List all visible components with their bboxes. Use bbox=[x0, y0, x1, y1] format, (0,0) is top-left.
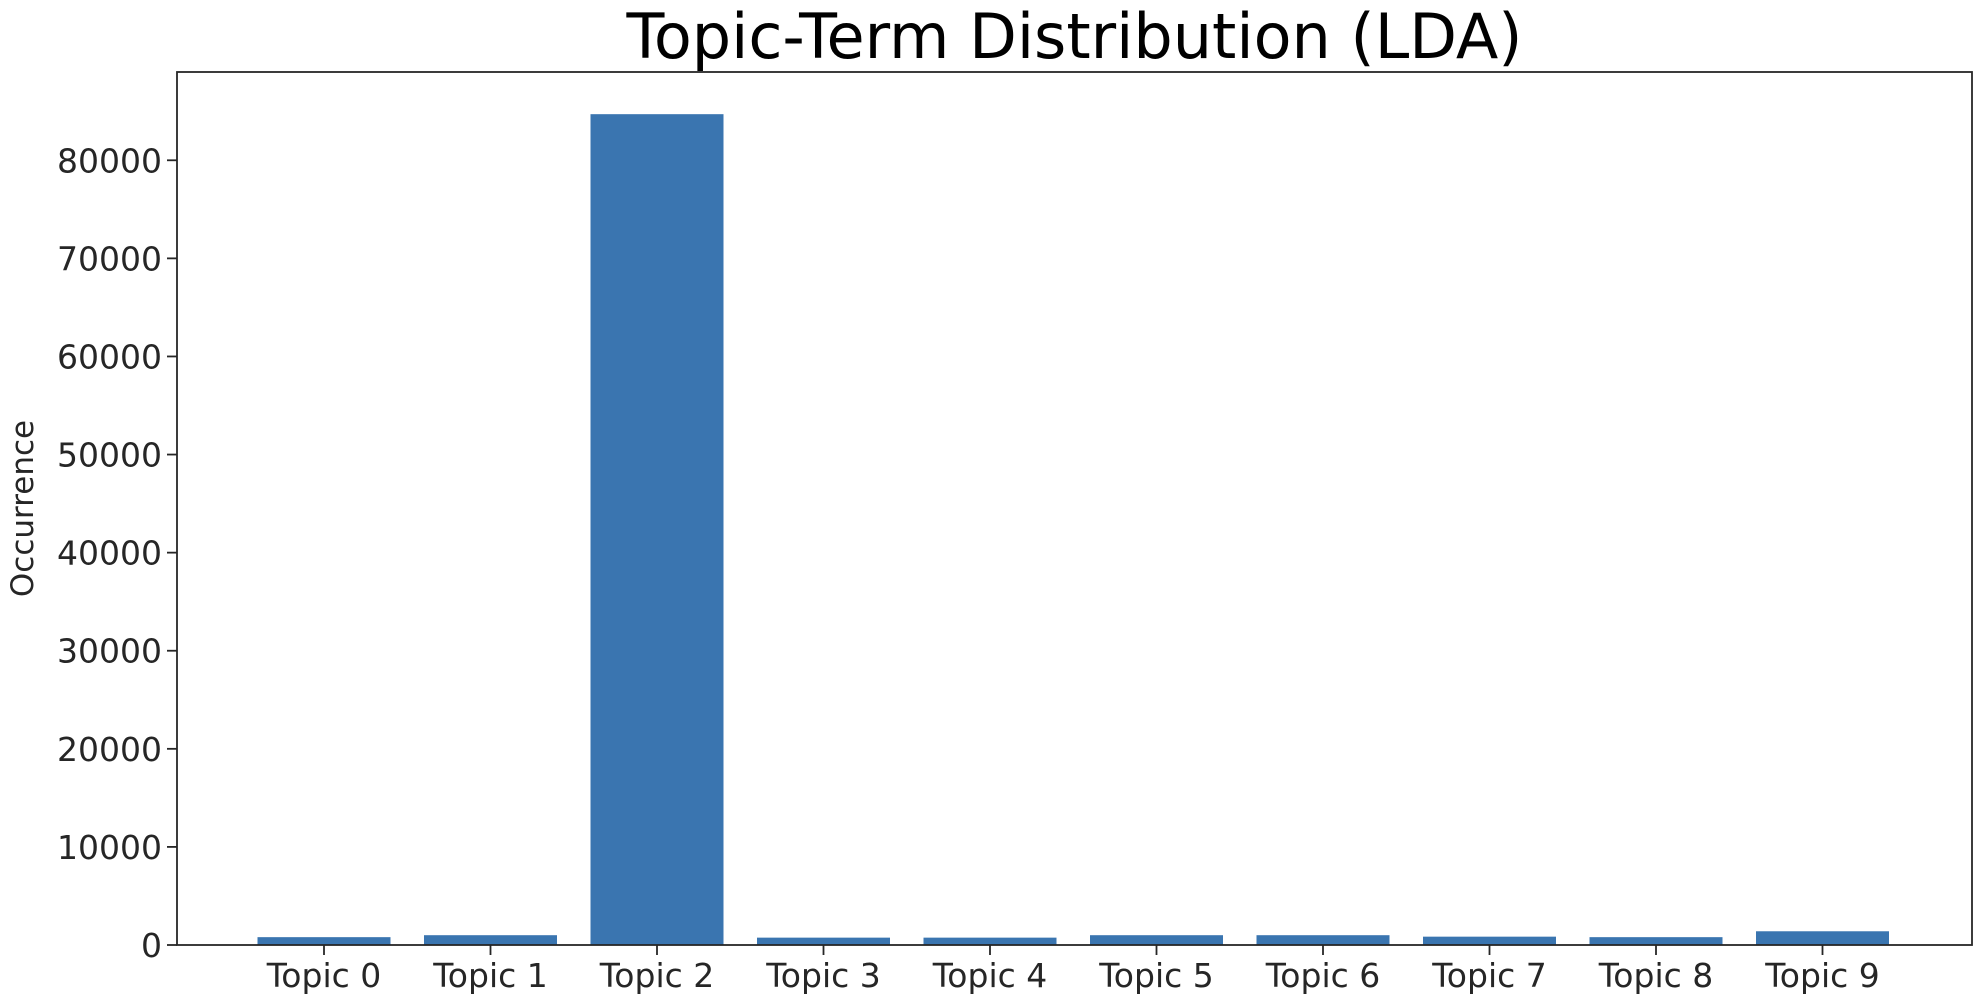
y-tick-label: 20000 bbox=[57, 730, 162, 769]
y-tick-label: 10000 bbox=[57, 828, 162, 867]
x-tick-label: Topic 9 bbox=[1764, 956, 1880, 995]
y-tick-label: 40000 bbox=[57, 534, 162, 573]
x-tick-label: Topic 6 bbox=[1265, 956, 1381, 995]
y-axis-label: Occurrence bbox=[5, 420, 41, 597]
bar-topic-0 bbox=[257, 937, 391, 945]
x-tick-label: Topic 3 bbox=[765, 956, 881, 995]
x-tick-label: Topic 1 bbox=[432, 956, 548, 995]
x-axis-ticks: Topic 0 Topic 1 Topic 2 Topic 3 Topic 4 Topic… bbox=[266, 945, 1880, 995]
y-tick-label: 30000 bbox=[57, 632, 162, 671]
y-tick-label: 0 bbox=[141, 926, 162, 965]
x-tick-label: Topic 4 bbox=[932, 956, 1048, 995]
x-tick-label: Topic 7 bbox=[1431, 956, 1547, 995]
y-tick-label: 80000 bbox=[57, 141, 162, 180]
bar-topic-3 bbox=[757, 937, 890, 945]
x-tick-label: Topic 5 bbox=[1098, 956, 1214, 995]
bar-topic-1 bbox=[424, 935, 557, 945]
x-tick-label: Topic 2 bbox=[599, 956, 715, 995]
x-tick-label: Topic 8 bbox=[1598, 956, 1714, 995]
y-tick-label: 50000 bbox=[57, 436, 162, 475]
x-tick-label: Topic 0 bbox=[266, 956, 382, 995]
chart-title: Topic-Term Distribution (LDA) bbox=[625, 0, 1522, 73]
y-tick-label: 60000 bbox=[57, 337, 162, 376]
bar-topic-7 bbox=[1423, 936, 1556, 945]
bar-topic-9 bbox=[1756, 931, 1889, 945]
y-axis-ticks: 0 10000 20000 30000 40000 50000 60000 70000 8000… bbox=[57, 141, 177, 965]
plot-frame bbox=[176, 71, 1973, 946]
bar-topic-2 bbox=[590, 114, 724, 945]
bar-topic-6 bbox=[1256, 935, 1390, 945]
bar-topic-4 bbox=[923, 937, 1057, 945]
bar-topic-5 bbox=[1090, 935, 1223, 945]
bar-topic-8 bbox=[1589, 937, 1723, 945]
bars-layer bbox=[257, 114, 1889, 945]
y-tick-label: 70000 bbox=[57, 239, 162, 278]
